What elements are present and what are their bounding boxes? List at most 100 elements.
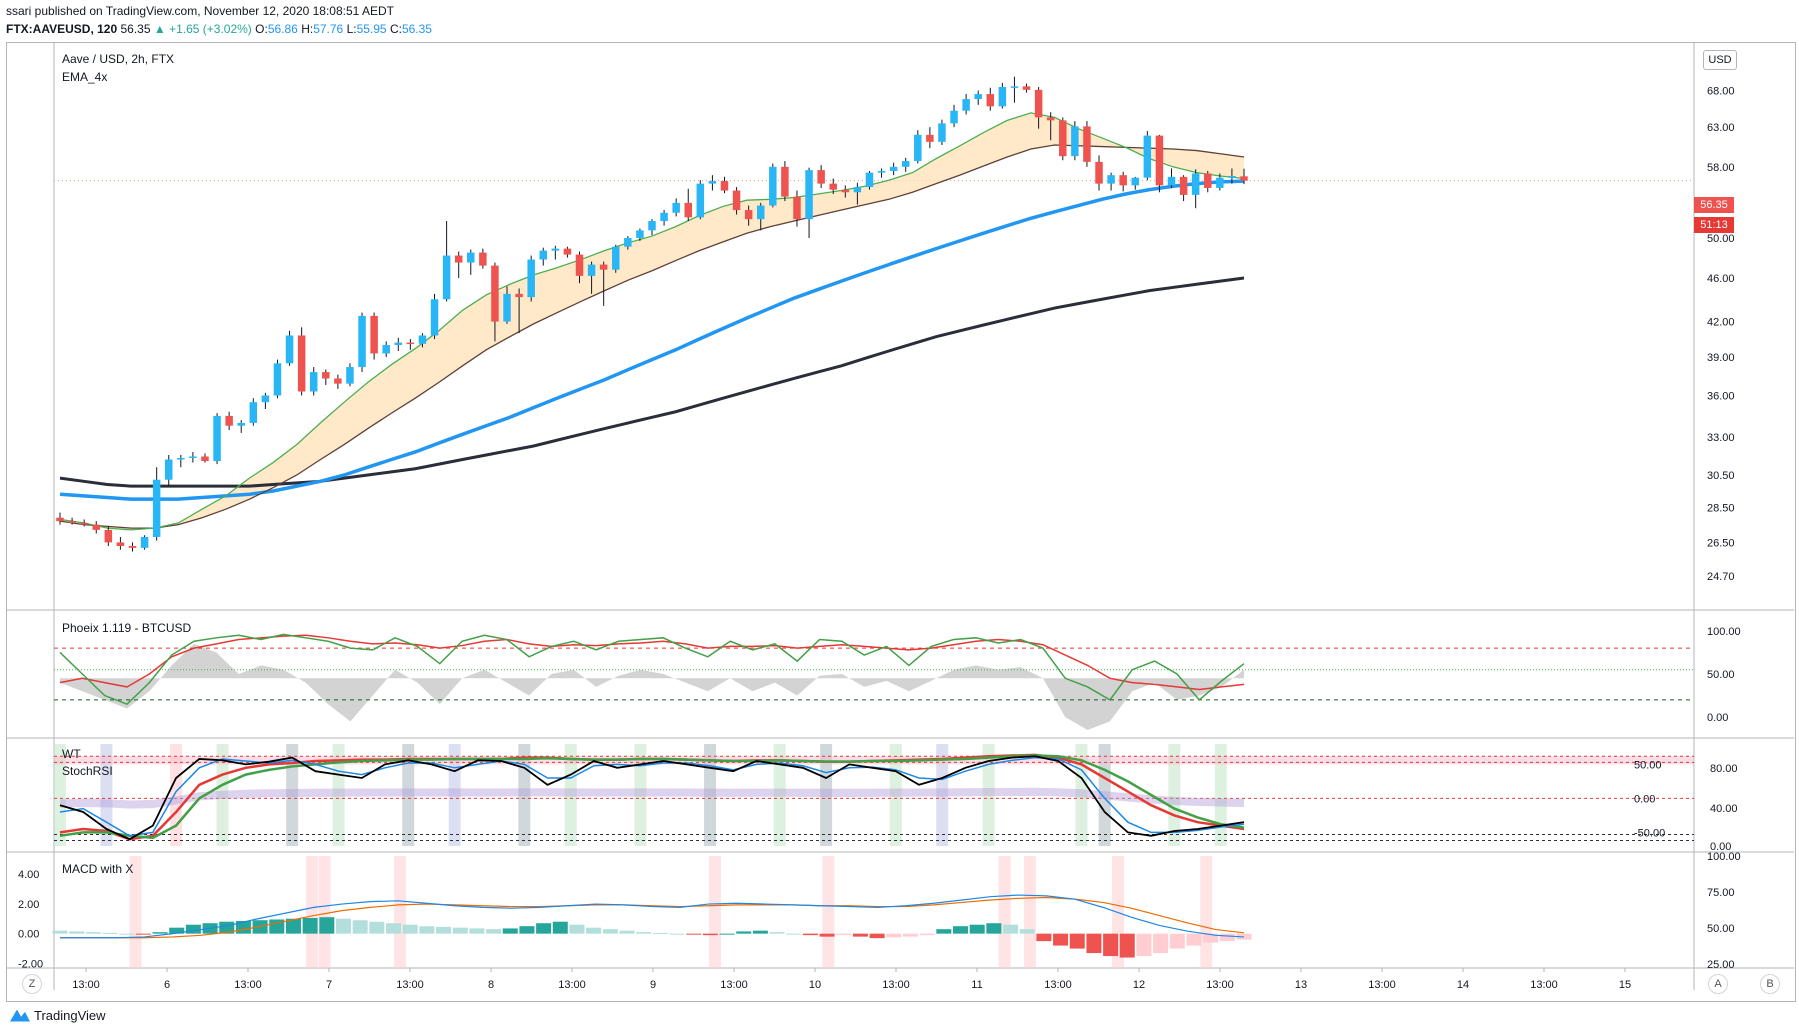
wt-tick-label: -50.00 — [1634, 827, 1665, 839]
candle-body — [962, 99, 970, 111]
macd-histogram-bar — [536, 923, 552, 934]
candle-body — [877, 170, 886, 173]
macd-histogram-bar — [1086, 933, 1102, 954]
macd-histogram-bar — [69, 931, 85, 934]
wt-signal-band — [286, 744, 299, 846]
macd-tick-label: 2.00 — [18, 899, 39, 911]
ema-fast-line — [59, 112, 1245, 531]
macd-histogram-bar — [119, 933, 135, 935]
macd-histogram-bar — [902, 933, 918, 937]
phoeix-pane-title: Phoeix 1.119 - BTCUSD — [62, 621, 192, 635]
candle-body — [430, 299, 439, 336]
macd-histogram-bar — [1203, 933, 1219, 943]
candle-body — [249, 402, 258, 423]
macd-histogram-bar — [1103, 933, 1119, 957]
macd-histogram-bar — [486, 929, 502, 934]
macd-tick-label: 0.00 — [18, 929, 39, 941]
wt-signal-band — [216, 744, 229, 846]
candle-body — [1107, 175, 1115, 184]
macd-histogram-bar — [1153, 933, 1169, 954]
open-value: 56.86 — [267, 22, 298, 36]
macd-histogram-bar — [169, 927, 185, 934]
macd-tick-label: 4.00 — [18, 869, 39, 881]
publish-info: ssari published on TradingView.com, Nove… — [6, 4, 395, 18]
candle-body — [406, 342, 415, 345]
time-tick-label: 13:00 — [396, 979, 424, 991]
wt1-line — [59, 755, 1245, 841]
phoeix-tick-label: 100.00 — [1707, 626, 1741, 638]
candle-body — [1083, 126, 1091, 162]
macd-signal-band — [394, 856, 407, 968]
candle-body — [164, 459, 173, 480]
candle-body — [769, 166, 777, 206]
candle-body — [756, 205, 765, 220]
macd-histogram-bar — [1019, 929, 1035, 934]
candle-body — [1095, 161, 1103, 184]
macd-histogram-bar — [602, 929, 618, 934]
macd-right-tick-label: 50.00 — [1707, 923, 1735, 935]
candle-body — [889, 166, 898, 171]
wt-signal-band — [820, 744, 833, 846]
candle-body — [491, 265, 499, 322]
macd-histogram-bar — [669, 933, 685, 935]
macd-histogram-bar — [852, 933, 868, 937]
log-scale-button[interactable]: B — [1760, 974, 1780, 994]
macd-histogram-bar — [736, 931, 752, 934]
wt-tick-label: 0.00 — [1634, 793, 1655, 805]
candle-body — [454, 255, 463, 263]
time-tick-label: 14 — [1457, 979, 1469, 991]
candle-body — [624, 237, 632, 247]
macd-histogram-bar — [1053, 933, 1069, 946]
currency-button[interactable]: USD — [1703, 50, 1737, 70]
macd-histogram-bar — [719, 933, 735, 935]
price-tick-label: 68.00 — [1707, 86, 1735, 98]
macd-histogram-bar — [886, 933, 902, 938]
wt-right-tick-label: 0.00 — [1710, 841, 1731, 853]
macd-histogram-bar — [1036, 933, 1052, 942]
candle-body — [503, 293, 511, 322]
macd-histogram-bar — [769, 932, 785, 934]
macd-histogram-bar — [85, 932, 101, 934]
candle-body — [370, 315, 378, 354]
auto-scale-button[interactable]: A — [1708, 974, 1728, 994]
macd-histogram-bar — [569, 924, 585, 934]
candle-body — [974, 94, 982, 100]
candle-body — [1034, 89, 1043, 118]
time-tick-label: 13:00 — [1206, 979, 1234, 991]
last-price-tag: 56.35 — [1694, 197, 1734, 213]
time-tick-label: 13:00 — [882, 979, 910, 991]
candle-body — [104, 529, 113, 543]
time-tick-label: 13:00 — [72, 979, 100, 991]
time-tick-label: 8 — [488, 979, 494, 991]
candle-body — [672, 202, 680, 213]
macd-right-tick-label: 75.00 — [1707, 887, 1735, 899]
time-tick-label: 13 — [1295, 979, 1307, 991]
candle-body — [612, 246, 620, 270]
macd-histogram-bar — [402, 924, 418, 934]
candle-body — [346, 367, 354, 384]
zoom-reset-button[interactable]: Z — [22, 974, 42, 994]
last-price: 56.35 — [120, 22, 151, 36]
macd-right-tick-label: 25.00 — [1707, 959, 1735, 971]
ema-indicator-label: EMA_4x — [62, 70, 108, 84]
time-tick-label: 15 — [1619, 979, 1631, 991]
candle-body — [865, 172, 874, 188]
price-tick-label: 42.00 — [1707, 317, 1735, 329]
candle-body — [986, 94, 995, 107]
macd-histogram-bar — [986, 923, 1002, 934]
wt-tick-label: 50.00 — [1634, 759, 1662, 771]
time-tick-label: 13:00 — [558, 979, 586, 991]
wt-signal-band — [1168, 744, 1181, 846]
candle-body — [68, 521, 76, 523]
macd-histogram-bar — [335, 918, 351, 934]
time-tick-label: 13:00 — [234, 979, 262, 991]
macd-histogram-bar — [135, 933, 151, 935]
ema-slow-line — [59, 144, 1245, 529]
candle-body — [599, 264, 608, 270]
footer-brand[interactable]: TradingView — [10, 1008, 106, 1023]
symbol: FTX:AAVEUSD, 120 — [6, 22, 118, 36]
candle-body — [950, 110, 958, 124]
macd-histogram-bar — [702, 933, 718, 936]
candle-body — [901, 161, 910, 167]
